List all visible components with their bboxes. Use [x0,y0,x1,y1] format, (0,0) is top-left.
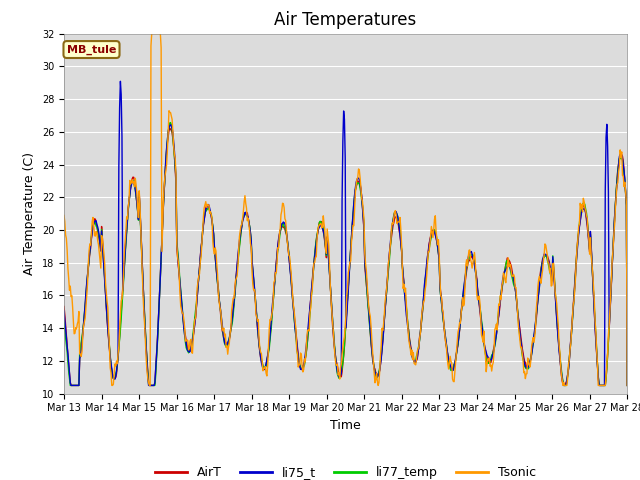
Tsonic [432,229,440,235]
li75_t [432,235,440,241]
AirT [416,334,424,339]
Legend: AirT, li75_t, li77_temp, Tsonic: AirT, li75_t, li77_temp, Tsonic [150,461,541,480]
li75_t [623,383,631,388]
AirT [71,383,79,388]
X-axis label: Time: Time [330,419,361,432]
Tsonic [148,31,156,36]
li77_temp [623,383,631,388]
Title: Air Temperatures: Air Temperatures [275,11,417,29]
AirT [67,383,75,388]
Tsonic [60,213,68,218]
AirT [187,347,195,352]
Tsonic [187,336,195,342]
li75_t [71,383,79,388]
Tsonic [129,180,137,186]
AirT [166,125,173,131]
li77_temp [432,231,440,237]
Line: li77_temp: li77_temp [64,122,627,385]
li77_temp [71,383,79,388]
Line: li75_t: li75_t [64,81,627,385]
AirT [217,312,225,318]
Line: Tsonic: Tsonic [64,34,627,385]
li75_t [60,308,68,314]
li77_temp [166,120,174,125]
li77_temp [60,316,68,322]
Line: AirT: AirT [64,128,627,385]
li75_t [217,308,225,313]
li75_t [116,78,124,84]
li75_t [416,336,424,341]
Tsonic [108,383,116,388]
Tsonic [70,331,78,336]
Tsonic [416,335,424,341]
AirT [129,174,137,180]
Text: MB_tule: MB_tule [67,44,116,55]
li77_temp [217,309,225,314]
li75_t [187,345,195,351]
li77_temp [67,383,74,388]
li77_temp [416,337,424,343]
li75_t [67,383,75,388]
Tsonic [217,308,225,313]
AirT [60,303,68,309]
li77_temp [129,178,137,184]
AirT [432,235,440,240]
AirT [623,383,631,388]
li75_t [130,180,138,186]
Y-axis label: Air Temperature (C): Air Temperature (C) [23,152,36,275]
Tsonic [623,383,631,388]
li77_temp [187,346,195,352]
